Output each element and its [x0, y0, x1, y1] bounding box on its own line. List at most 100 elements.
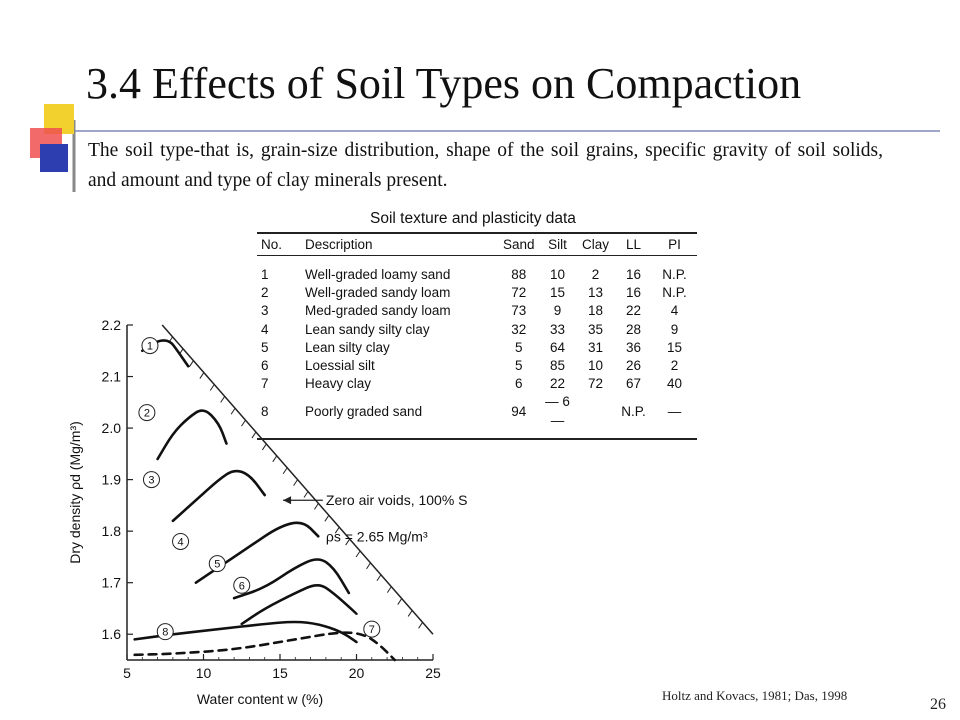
table-cell: 15 — [550, 285, 566, 301]
table-cell: 22 — [626, 303, 642, 319]
table-row: 8 Poorly graded sand 94— 6 — N.P. — — [257, 393, 697, 440]
table-cell: 4 — [670, 303, 679, 319]
zav-hatch — [366, 562, 371, 570]
table-cell: 4 — [261, 321, 269, 337]
table-header-cell: LL — [614, 232, 653, 256]
zav-hatch — [293, 479, 299, 486]
citation: Holtz and Kovacs, 1981; Das, 1998 — [662, 688, 848, 703]
compaction-chart: 5 10 15 20 251.61.71.81.92.02.12.2 Water con… — [67, 317, 468, 707]
curve-label-4: 4 — [177, 536, 183, 548]
table-cell: 9 — [553, 303, 562, 319]
x-tick-label: 10 — [196, 665, 212, 681]
table-cell: 10 — [588, 358, 604, 374]
curve-7 — [133, 631, 397, 662]
table-header-cell: Description — [301, 232, 499, 256]
page-title: 3.4 Effects of Soil Types on Compaction — [86, 59, 802, 108]
table-cell: 72 — [511, 285, 527, 301]
curve-4 — [194, 521, 320, 584]
zav-hatch — [314, 503, 319, 510]
zav-annotation: Zero air voids, 100% S — [326, 492, 468, 508]
curve-label-2: 2 — [144, 408, 150, 420]
table-cell: Well-graded sandy loam — [305, 285, 451, 301]
curve-label-circle — [363, 620, 381, 638]
page-number: 26 — [930, 696, 946, 713]
curve-label-circle — [208, 555, 226, 573]
zav-hatch — [272, 455, 278, 463]
table-header-cell: PI — [652, 232, 697, 256]
soil-data-table: No. Description Sand Silt Clay LL PI 1 Well-gra… — [257, 232, 697, 440]
chart-ticks: 5 10 15 20 251.61.71.81.92.02.12.2 — [102, 317, 441, 681]
curve-label-7: 7 — [369, 624, 375, 636]
table-cell: — — [652, 393, 697, 440]
table-header-cell: Silt — [538, 232, 577, 256]
y-tick-label: 2.2 — [102, 317, 122, 333]
y-tick-label: 1.9 — [102, 472, 122, 488]
y-axis-label: Dry density ρd (Mg/m³) — [67, 421, 83, 564]
table-cell: N.P. — [614, 393, 653, 440]
y-tick-label: 2.1 — [102, 369, 122, 385]
curve-3 — [171, 469, 266, 523]
table-header-row: No. Description Sand Silt Clay LL PI — [257, 232, 697, 256]
zav-hatch — [386, 586, 392, 593]
table-cell: 9 — [670, 321, 679, 337]
table-cell: 40 — [667, 376, 683, 392]
table-cell: Heavy clay — [305, 376, 372, 392]
table-cell: 32 — [511, 321, 527, 337]
y-tick-label: 1.6 — [102, 626, 122, 642]
zav-hatch — [376, 574, 382, 582]
curve-label-circle — [233, 576, 251, 594]
zav-hatch — [282, 467, 288, 474]
x-axis-label: Water content w (%) — [197, 691, 323, 707]
chart-labels: Water content w (%) Dry density ρd (Mg/m³… — [67, 337, 468, 707]
zav-hatch — [324, 515, 330, 522]
curve-5 — [232, 558, 351, 600]
table-cell: N.P. — [662, 285, 687, 301]
curve-label-8: 8 — [162, 627, 168, 639]
table-cell: 26 — [626, 358, 642, 374]
table-cell: 28 — [626, 321, 642, 337]
zav-arrow-head — [283, 496, 292, 505]
curve-2 — [156, 409, 228, 461]
table-cell — [576, 393, 615, 440]
table-cell: 6 — [261, 358, 269, 374]
table-cell: Loessial silt — [305, 358, 375, 374]
zav-hatch — [220, 396, 226, 403]
table-cell: 2 — [591, 267, 600, 282]
zav-hatch — [397, 598, 403, 605]
table-row: 7 Heavy clay 6 22 72 67 40 — [257, 375, 697, 393]
zav-hatch — [407, 610, 413, 617]
table-cell: 94 — [499, 393, 539, 440]
zav-hatch — [189, 360, 194, 367]
table-cell: 22 — [550, 376, 566, 392]
table-cell: 2 — [261, 285, 269, 301]
curve-label-circle — [172, 532, 190, 550]
table-cell: 18 — [588, 303, 604, 319]
table-cell: Well-graded loamy sand — [305, 267, 451, 282]
table-cell: 16 — [626, 267, 642, 282]
table-cell: 33 — [550, 321, 566, 337]
table-title: Soil texture and plasticity data — [370, 210, 576, 227]
zav-hatch — [251, 431, 257, 439]
zav-hatch — [418, 622, 424, 629]
chart-curves — [133, 339, 397, 662]
table-cell: — 6 — — [538, 393, 577, 440]
table-cell: 2 — [670, 358, 679, 374]
body-paragraph: The soil type-that is, grain-size distri… — [88, 140, 883, 191]
table-cell: 88 — [511, 267, 527, 282]
table-cell: Lean sandy silty clay — [305, 321, 430, 337]
table-header-cell: Clay — [576, 232, 615, 256]
table-cell: 85 — [550, 358, 566, 374]
table-row: 3 Med-graded sandy loam 73 9 18 22 4 — [257, 302, 697, 320]
table-cell: 5 — [515, 358, 523, 374]
zav-hatch — [334, 526, 340, 534]
table-cell: 7 — [261, 376, 269, 392]
curve-label-circle — [156, 623, 174, 641]
zav-hatch — [303, 491, 309, 498]
table-cell: 5 — [261, 339, 269, 355]
zav-hatch — [355, 550, 361, 558]
table-cell: 15 — [667, 339, 683, 355]
zero-air-voids-line — [161, 324, 434, 635]
table-cell: 64 — [550, 339, 566, 355]
zav-hatch — [261, 443, 267, 451]
curve-label-3: 3 — [148, 475, 154, 487]
